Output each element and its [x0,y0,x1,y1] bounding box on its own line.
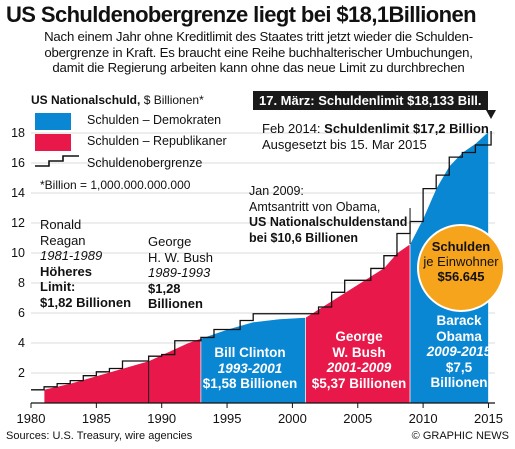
obama-label: Barack Obama 2009-2015 $7,5 Billionen [414,313,504,391]
reagan-name: Ronald Reagan [40,217,86,248]
badge-line2: je Einwohner [423,254,499,269]
legend-swatch-republicans [35,134,71,151]
reagan-label: Ronald Reagan 1981-1989 Höheres Limit: $… [40,217,131,310]
clinton-name: Bill Clinton [214,345,286,360]
y-tick-label: 4 [18,336,25,350]
ceiling-step-line [31,131,492,391]
obama-amount: $7,5 Billionen [430,359,488,391]
debt-limit-callout: 17. März: Schuldenlimit $18,133 Bill. [253,91,488,110]
legend-label-republicans: Schulden – Republikaner [87,134,227,148]
clinton-amount: $1,58 Billionen [202,376,298,391]
subtitle: Nach einem Jahr ohne Kreditlimit des Sta… [44,29,473,75]
y-tick-label: 8 [18,276,25,290]
y-tick-label: 14 [11,186,25,200]
bush-jr-amount: $5,37 Billionen [311,375,407,391]
bush-sr-label: George H. W. Bush 1989-1993 $1,28 Billio… [148,234,213,312]
x-tick-label: 2005 [343,411,372,426]
x-tick-label: 2015 [474,411,503,426]
obama-years: 2009-2015 [426,344,492,359]
jan-note-text: Jan 2009: Amtsantritt von Obama, [249,184,381,214]
y-tick-label: 10 [11,246,25,260]
x-tick-label: 2010 [409,411,438,426]
legend-swatch-ceiling [35,155,79,167]
legend-label-democrats: Schulden – Demokraten [87,113,222,127]
y-tick-label: 6 [18,306,25,320]
bush-sr-name: George H. W. Bush [148,234,214,265]
x-tick-label: 1990 [147,411,176,426]
bush-sr-amount: $1,28 Billionen [148,280,203,312]
jan-note-bold: US Nationalschuldenstand bei $10,6 Billi… [249,215,408,245]
bush-jr-years: 2001-2009 [326,360,392,375]
bush-jr-name: George W. Bush [332,329,386,360]
y-tick-label: 12 [11,216,25,230]
billion-footnote: *Billion = 1,000.000.000.000 [40,178,191,192]
y-axis-title-bold: US Nationalschuld, [31,93,141,107]
feb-2014-annotation: Feb 2014: Schuldenlimit $17,2 Billion Au… [262,121,489,153]
badge-line3: $56.645 [437,269,485,284]
feb-note-prefix: Feb 2014: [262,121,325,136]
x-tick-label: 1980 [17,411,46,426]
x-tick-label: 1985 [82,411,111,426]
y-tick-label: 18 [11,126,25,140]
clinton-label: Bill Clinton 1993-2001 $1,58 Billionen [198,345,302,392]
y-axis-unit: $ Billionen* [140,93,204,107]
bush-sr-years: 1989-1993 [148,265,211,280]
reagan-years: 1981-1989 [40,248,103,263]
y-axis-title: US Nationalschuld, $ Billionen* [31,93,204,107]
ceiling-line [31,131,492,391]
axes: 2 4 6 8 10 12 14 16 18 1980 1985 1990 1995 2000 2005 20… [11,126,503,426]
bush-jr-label: George W. Bush 2001-2009 $5,37 Billionen [304,329,414,391]
obama-name: Barack Obama [436,313,482,344]
badge-line1: Schulden [431,239,491,254]
legend-swatch-democrats [35,113,71,130]
callout-arrow [486,110,496,119]
copyright: © GRAPHIC NEWS [411,430,509,442]
feb-note-bold: Schuldenlimit $17,2 Billion [324,121,489,136]
y-tick-label: 2 [18,366,25,380]
y-tick-label: 16 [11,156,25,170]
x-tick-label: 2000 [278,411,307,426]
legend-label-ceiling: Schuldenobergrenze [87,156,203,170]
x-tick-label: 1995 [213,411,242,426]
clinton-years: 1993-2001 [217,360,283,376]
source-note: Sources: U.S. Treasury, wire agencies [6,430,193,442]
jan-2009-annotation: Jan 2009: Amtsantritt von Obama, US Nati… [249,184,407,246]
feb-note-line2: Ausgesetzt bis 15. Mar 2015 [262,137,427,152]
debt-area-republicans [43,360,149,404]
debt-per-capita-badge: Schulden je Einwohner $56.645 [417,224,505,312]
reagan-limit: Höheres Limit: $1,82 Billionen [40,263,132,310]
page-title: US Schuldenobergrenze liegt bei $18,1Bil… [6,2,477,27]
